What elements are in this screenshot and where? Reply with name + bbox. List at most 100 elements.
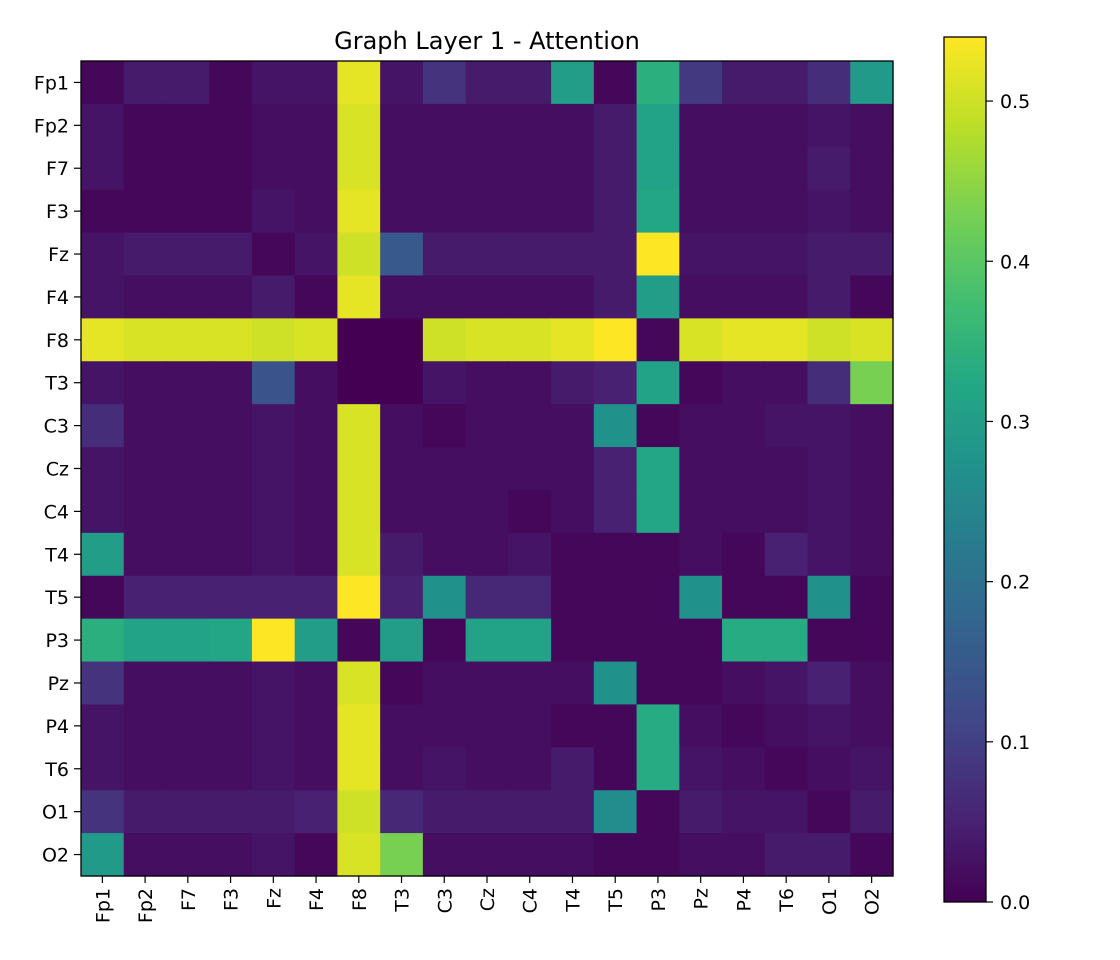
heatmap-cell-O1-C4 — [508, 790, 552, 834]
heatmap-cell-T4-Fz — [251, 532, 296, 577]
heatmap-cell-O2-Cz — [465, 833, 509, 877]
heatmap-cell-F4-P3 — [636, 275, 680, 319]
heatmap-cell-F8-F3 — [209, 318, 253, 362]
heatmap-cell-O1-O1 — [807, 790, 851, 834]
heatmap-cell-F7-O2 — [850, 146, 894, 191]
x-tick-label: F4 — [306, 888, 328, 911]
heatmap-cell-O1-F3 — [209, 790, 253, 834]
colorbar-tick-label: 0.4 — [1000, 251, 1030, 273]
heatmap-cell-C3-P3 — [636, 404, 680, 448]
heatmap-cell-O2-C3 — [422, 833, 467, 877]
heatmap-cell-Cz-T4 — [551, 447, 595, 491]
heatmap-cell-Fp1-T6 — [764, 61, 809, 105]
heatmap-cell-T5-T3 — [380, 575, 424, 620]
heatmap-cell-O2-F3 — [209, 833, 253, 877]
heatmap-cell-F4-O1 — [807, 275, 851, 319]
y-tick-label: Fp1 — [34, 72, 69, 94]
heatmap-cell-F4-F8 — [337, 275, 381, 319]
heatmap-cell-P4-F4 — [294, 704, 339, 748]
chart-title: Graph Layer 1 - Attention — [334, 27, 640, 55]
colorbar-tick-label: 0.1 — [1000, 732, 1030, 754]
heatmap-cell-T6-F4 — [294, 747, 339, 791]
heatmap-cell-C3-T3 — [380, 404, 424, 448]
heatmap-cell-F7-F8 — [337, 146, 381, 191]
y-tick-label: F3 — [46, 201, 69, 223]
heatmap-cell-T3-T6 — [764, 361, 809, 405]
heatmap-cell-Cz-O2 — [850, 447, 894, 491]
heatmap-cell-P4-O2 — [850, 704, 894, 748]
heatmap-cell-F3-T5 — [593, 189, 638, 234]
heatmap-cell-F7-O1 — [807, 146, 851, 191]
y-tick-label: Pz — [48, 673, 69, 695]
heatmap-cell-Fp1-F7 — [166, 61, 210, 105]
x-tick-label: Cz — [477, 888, 499, 911]
heatmap-cell-F3-Fp2 — [123, 189, 168, 234]
heatmap-cell-T3-T4 — [551, 361, 595, 405]
y-tick-label: F7 — [46, 158, 69, 180]
heatmap-cell-F7-Cz — [465, 146, 509, 191]
heatmap-cell-O2-O1 — [807, 833, 851, 877]
heatmap-cell-Fp2-O1 — [807, 103, 851, 148]
heatmap-cell-C3-P4 — [722, 404, 766, 448]
x-tick-label: P3 — [648, 888, 670, 912]
heatmap-cell-Pz-F8 — [337, 661, 381, 706]
heatmap-cell-P4-T4 — [551, 704, 595, 748]
heatmap-cell-C3-Fz — [251, 404, 296, 448]
heatmap-cell-Fz-F4 — [294, 232, 339, 277]
heatmap-cell-Pz-P3 — [636, 661, 680, 706]
heatmap-cell-P4-T6 — [764, 704, 809, 748]
heatmap-cell-F8-T4 — [551, 318, 595, 362]
heatmap-cell-F4-P4 — [722, 275, 766, 319]
heatmap-cell-T6-O2 — [850, 747, 894, 791]
y-tick-label: Fp2 — [34, 115, 69, 137]
heatmap-cell-T6-F7 — [166, 747, 210, 791]
heatmap-cell-Cz-T6 — [764, 447, 809, 491]
heatmap-cell-Cz-F7 — [166, 447, 210, 491]
heatmap-cell-P4-P4 — [722, 704, 766, 748]
heatmap-cell-T4-C3 — [422, 532, 467, 577]
heatmap-cell-P4-T5 — [593, 704, 638, 748]
heatmap-cell-Cz-F4 — [294, 447, 339, 491]
heatmap-cell-O1-P3 — [636, 790, 680, 834]
heatmap-cell-Cz-T5 — [593, 447, 638, 491]
heatmap-cell-P3-O1 — [807, 618, 851, 663]
heatmap-cell-T5-Cz — [465, 575, 509, 620]
heatmap-cell-Fz-O2 — [850, 232, 894, 277]
heatmap-cell-Cz-C4 — [508, 447, 552, 491]
colorbar-tick-label: 0.5 — [1000, 91, 1030, 113]
heatmap-cell-T4-F8 — [337, 532, 381, 577]
heatmap-cell-Fz-Fz — [251, 232, 296, 277]
y-tick-label: T3 — [44, 373, 69, 395]
heatmap-cell-O2-T5 — [593, 833, 638, 877]
heatmap-cell-Cz-P4 — [722, 447, 766, 491]
heatmap-cell-T6-T4 — [551, 747, 595, 791]
heatmap-cell-P3-Pz — [679, 618, 723, 663]
heatmap-cell-F3-T6 — [764, 189, 809, 234]
heatmap-cell-Fp2-O2 — [850, 103, 894, 148]
heatmap-cell-O1-T3 — [380, 790, 424, 834]
heatmap-cell-F4-O2 — [850, 275, 894, 319]
heatmap-cell-C3-Pz — [679, 404, 723, 448]
x-tick-label: T4 — [562, 888, 584, 913]
heatmap-cell-T4-P4 — [722, 532, 766, 577]
heatmap-cell-O2-C4 — [508, 833, 552, 877]
heatmap-cell-T6-T5 — [593, 747, 638, 791]
heatmap-cells — [81, 61, 894, 877]
heatmap-cell-P4-F3 — [209, 704, 253, 748]
heatmap-cell-Fp1-O2 — [850, 61, 894, 105]
heatmap-cell-Pz-Cz — [465, 661, 509, 706]
heatmap-cell-T3-Pz — [679, 361, 723, 405]
heatmap-cell-T5-T5 — [593, 575, 638, 620]
heatmap-cell-F7-Fz — [251, 146, 296, 191]
heatmap-cell-F8-O1 — [807, 318, 851, 362]
heatmap-cell-T4-T4 — [551, 532, 595, 577]
y-tick-label: F4 — [46, 287, 69, 309]
heatmap-cell-T3-C3 — [422, 361, 467, 405]
x-tick-label: Fz — [263, 888, 285, 909]
heatmap-cell-C4-Cz — [465, 489, 509, 534]
heatmap-cell-F4-T6 — [764, 275, 809, 319]
heatmap-cell-P3-T3 — [380, 618, 424, 663]
heatmap-cell-C4-Pz — [679, 489, 723, 534]
heatmap-cell-Fz-T3 — [380, 232, 424, 277]
heatmap-cell-F8-F8 — [337, 318, 381, 362]
